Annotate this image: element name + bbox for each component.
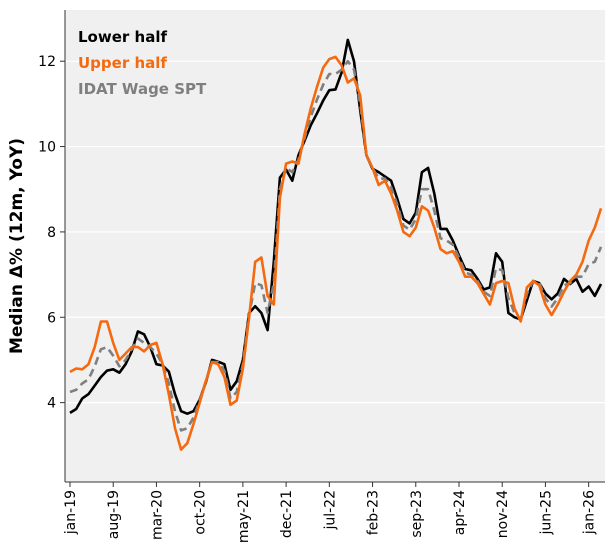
y-axis-label: Median Δ% (12m, YoY): [7, 138, 27, 354]
x-tick-label: may-21: [236, 490, 252, 543]
x-tick-label: jun-25: [538, 490, 554, 536]
legend-label: Upper half: [78, 54, 167, 72]
series-line: [69, 59, 603, 432]
x-tick-label: dec-21: [279, 490, 295, 538]
y-tick-label: 4: [47, 396, 56, 412]
x-tick-label: mar-20: [149, 490, 165, 540]
x-tick-label: feb-23: [366, 490, 382, 535]
series-line: [69, 55, 603, 451]
legend-label: Lower half: [78, 28, 167, 46]
x-tick-label: nov-24: [495, 490, 511, 538]
y-tick-label: 8: [47, 225, 56, 241]
y-tick-label: 6: [47, 310, 56, 326]
x-tick-label: jan-19: [63, 490, 79, 535]
x-tick-label: aug-19: [106, 490, 122, 539]
x-tick-label: oct-20: [193, 490, 209, 535]
legend-label: IDAT Wage SPT: [78, 80, 207, 98]
x-tick-label: jan-26: [582, 490, 598, 535]
series-line: [69, 38, 603, 415]
x-tick-label: apr-24: [452, 490, 468, 535]
x-tick-label: jul-22: [322, 490, 338, 531]
y-tick-label: 10: [38, 140, 56, 156]
x-tick-label: sep-23: [409, 490, 425, 538]
y-tick-label: 12: [38, 54, 56, 70]
